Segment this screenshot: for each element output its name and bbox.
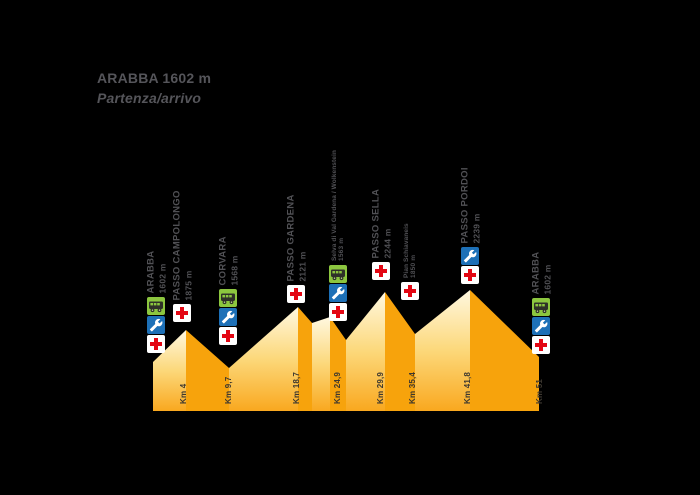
km-marker-label: Km 18,7	[291, 371, 301, 404]
first-aid-cross-icon	[147, 335, 165, 353]
service-icons-pian-schiavaneis	[401, 282, 419, 301]
waypoint-label-passo-sella: PASSO SELLA 2244 m	[370, 188, 392, 258]
waypoint-elevation: 1875 m	[182, 269, 193, 300]
profile-descent-face	[470, 290, 539, 411]
profile-descent-face	[186, 330, 229, 411]
shuttle-bus-icon	[219, 289, 237, 307]
page-title: ARABBA 1602 m Partenza/arrivo	[97, 68, 211, 108]
waypoint-elevation: 2121 m	[296, 250, 307, 281]
first-aid-cross-icon	[287, 285, 305, 303]
wrench-icon	[532, 317, 550, 335]
waypoint-elevation: 2244 m	[381, 227, 392, 258]
profile-descent-face	[330, 317, 346, 411]
wrench-icon	[219, 308, 237, 326]
km-marker-label: Km 29,9	[375, 371, 385, 404]
service-icons-arabba-finish	[532, 298, 550, 355]
service-icons-selva-wolkenstein	[329, 265, 347, 322]
km-marker-label: Km 9,7	[223, 376, 233, 404]
service-icons-passo-gardena	[287, 285, 305, 304]
waypoint-name: PASSO PORDOI	[459, 166, 470, 243]
km-marker-label: Km 41,8	[462, 371, 472, 404]
km-marker-label: Km 51	[534, 378, 544, 404]
km-marker-label: Km 4	[178, 383, 188, 404]
profile-climb-face	[415, 290, 470, 411]
waypoint-label-passo-gardena: PASSO GARDENA 2121 m	[285, 193, 307, 281]
waypoint-name: Pian Schiavaneis	[403, 223, 410, 278]
shuttle-bus-icon	[329, 265, 347, 283]
title-location: ARABBA 1602 m	[97, 70, 212, 86]
waypoint-elevation: 1602 m	[156, 262, 167, 293]
profile-climb-face	[153, 330, 186, 411]
service-icons-passo-campolongo	[173, 304, 191, 323]
service-icons-passo-sella	[372, 262, 390, 281]
waypoint-name: PASSO SELLA	[370, 188, 381, 258]
waypoint-label-corvara: CORVARA 1568 m	[217, 235, 239, 285]
waypoint-elevation: 1568 m	[228, 254, 239, 285]
profile-climb-face	[312, 317, 330, 411]
service-icons-passo-pordoi	[461, 247, 479, 285]
waypoint-label-arabba-finish: ARABBA 1602 m	[530, 251, 552, 294]
first-aid-cross-icon	[372, 262, 390, 280]
wrench-icon	[329, 284, 347, 302]
waypoint-name: PASSO GARDENA	[285, 193, 296, 281]
km-marker-label: Km 35,4	[407, 371, 417, 404]
shuttle-bus-icon	[532, 298, 550, 316]
waypoint-label-pian-schiavaneis: Pian Schiavaneis 1850 m	[403, 223, 417, 278]
waypoint-label-selva-wolkenstein: Selva di Val Gardena / Wolkenstein 1563 m	[331, 150, 345, 261]
waypoint-label-passo-campolongo: PASSO CAMPOLONGO 1875 m	[171, 189, 193, 300]
waypoint-elevation: 1602 m	[541, 263, 552, 294]
waypoint-name: ARABBA	[145, 250, 156, 293]
wrench-icon	[147, 316, 165, 334]
profile-descent-face	[298, 307, 312, 411]
profile-climb-face	[229, 307, 298, 411]
first-aid-cross-icon	[461, 266, 479, 284]
waypoint-name: CORVARA	[217, 235, 228, 285]
first-aid-cross-icon	[219, 327, 237, 345]
waypoint-label-passo-pordoi: PASSO PORDOI 2239 m	[459, 166, 481, 243]
waypoint-elevation: 1850 m	[410, 254, 417, 278]
waypoint-name: PASSO CAMPOLONGO	[171, 189, 182, 300]
first-aid-cross-icon	[401, 282, 419, 300]
waypoint-elevation: 2239 m	[470, 212, 481, 243]
first-aid-cross-icon	[329, 303, 347, 321]
first-aid-cross-icon	[173, 304, 191, 322]
service-icons-corvara	[219, 289, 237, 346]
waypoint-elevation: 1563 m	[338, 237, 345, 261]
profile-descent-face	[385, 292, 415, 411]
shuttle-bus-icon	[147, 297, 165, 315]
wrench-icon	[461, 247, 479, 265]
title-start-finish: Partenza/arrivo	[97, 90, 202, 106]
waypoint-label-arabba-start: ARABBA 1602 m	[145, 250, 167, 293]
service-icons-arabba-start	[147, 297, 165, 354]
waypoint-name: ARABBA	[530, 251, 541, 294]
profile-climb-face	[346, 292, 385, 411]
km-marker-label: Km 24,9	[332, 371, 342, 404]
waypoint-name: Selva di Val Gardena / Wolkenstein	[331, 150, 338, 261]
first-aid-cross-icon	[532, 336, 550, 354]
